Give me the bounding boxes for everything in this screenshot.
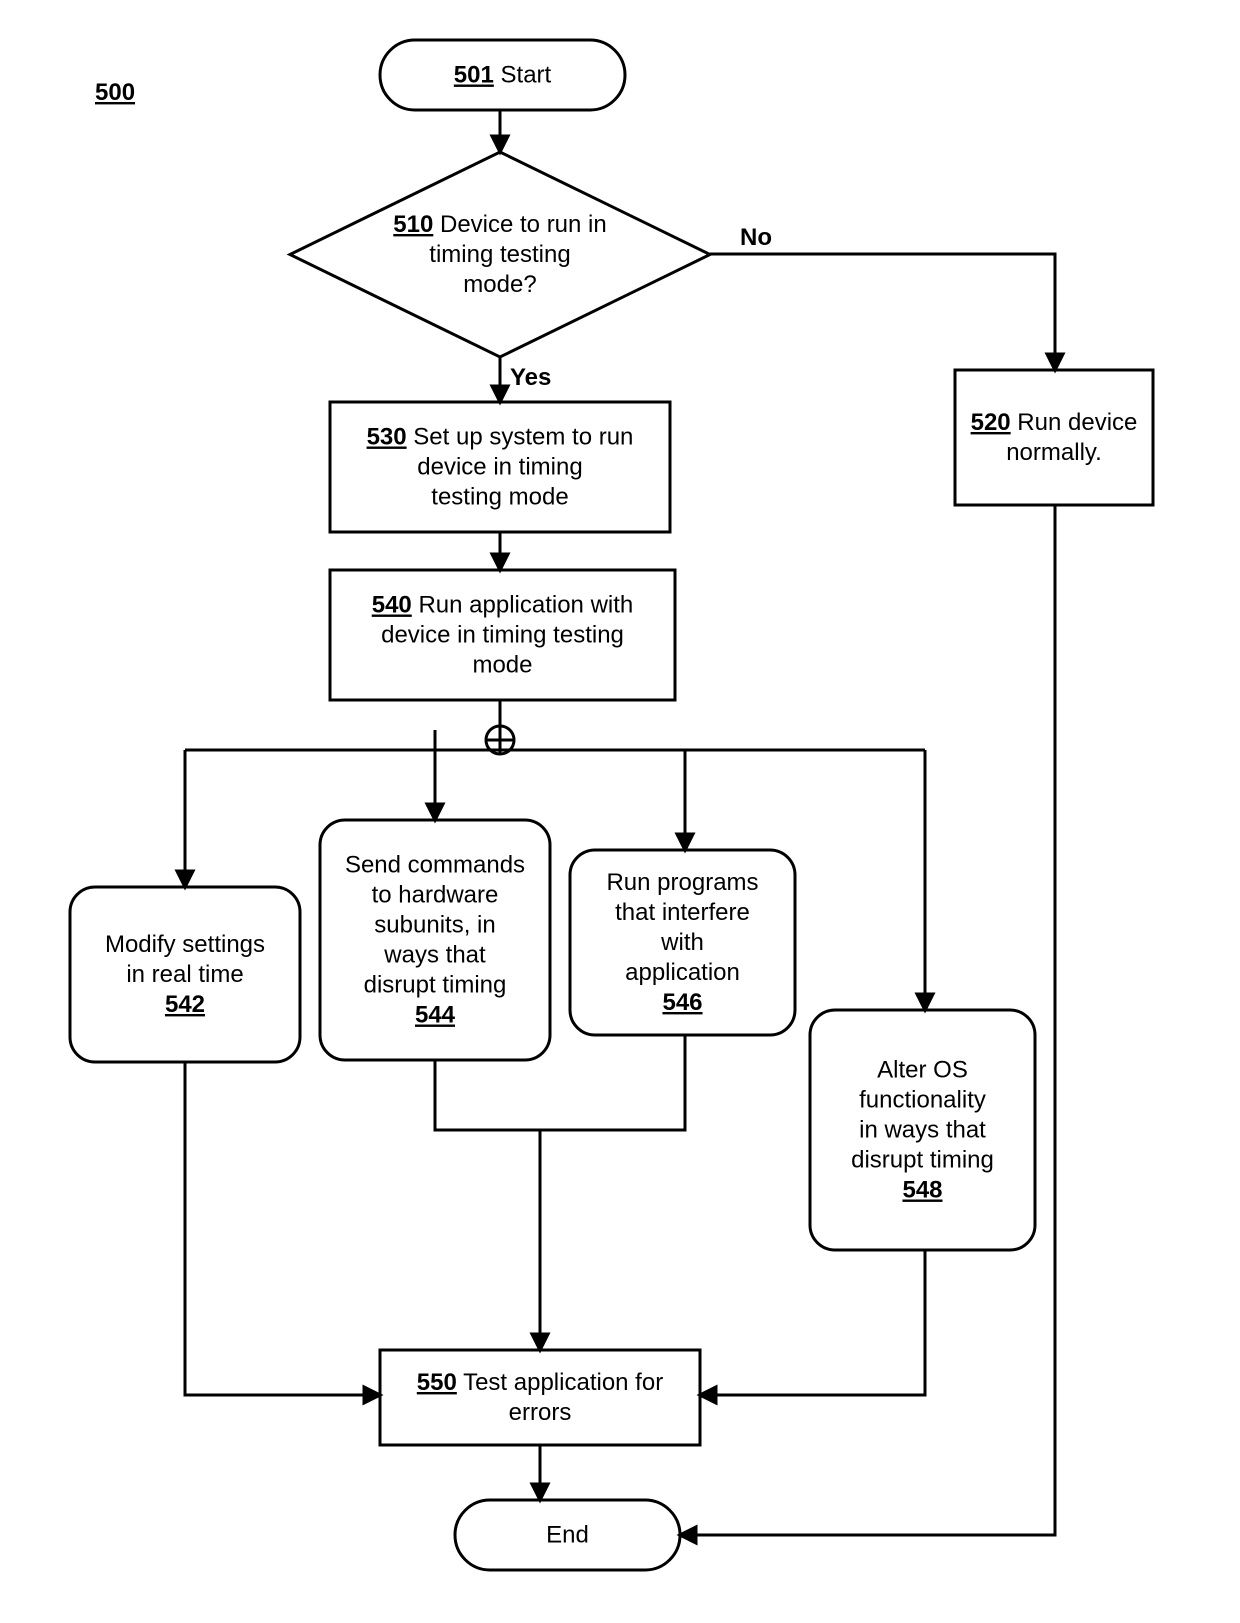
svg-text:ways that: ways that — [383, 942, 486, 969]
svg-text:application: application — [625, 959, 740, 986]
node-setup: 530 Set up system to run device in timing… — [330, 402, 670, 532]
svg-text:501 Start: 501 Start — [454, 62, 552, 89]
svg-text:to hardware: to hardware — [372, 882, 499, 909]
svg-text:normally.: normally. — [1006, 439, 1102, 466]
edge-alteros-testerr — [700, 1250, 925, 1395]
svg-text:542: 542 — [165, 991, 205, 1018]
edge-modify-testerr — [185, 1062, 380, 1395]
svg-text:Alter OS: Alter OS — [877, 1057, 968, 1084]
svg-text:530 Set up system to run: 530 Set up system to run — [367, 424, 634, 451]
svg-text:disrupt timing: disrupt timing — [364, 972, 507, 999]
svg-text:mode?: mode? — [463, 271, 536, 298]
svg-text:disrupt timing: disrupt timing — [851, 1147, 994, 1174]
svg-text:device in timing: device in timing — [417, 454, 582, 481]
svg-text:with: with — [660, 929, 704, 956]
svg-text:Run programs: Run programs — [606, 869, 758, 896]
svg-text:device in timing testing: device in timing testing — [381, 622, 624, 649]
node-sendcmd: Send commands to hardware subunits, in ways… — [320, 820, 550, 1060]
svg-text:in ways that: in ways that — [859, 1117, 986, 1144]
edge-label-no: No — [740, 224, 772, 251]
svg-text:in real time: in real time — [126, 961, 243, 988]
svg-text:Modify settings: Modify settings — [105, 931, 265, 958]
svg-text:errors: errors — [509, 1399, 572, 1426]
node-end: End — [455, 1500, 680, 1570]
svg-text:546: 546 — [662, 989, 702, 1016]
svg-text:mode: mode — [472, 652, 532, 679]
node-runprog: Run programs that interfere with applicatio… — [570, 850, 795, 1035]
svg-text:544: 544 — [415, 1002, 456, 1029]
svg-text:520 Run device: 520 Run device — [971, 409, 1138, 436]
svg-text:550 Test application for: 550 Test application for — [417, 1369, 663, 1396]
node-normal: 520 Run device normally. — [955, 370, 1153, 505]
edge-decision-normal — [710, 254, 1055, 370]
svg-text:Send commands: Send commands — [345, 852, 525, 879]
edge-runprog-merge — [540, 1035, 685, 1130]
node-decision: 510 Device to run in timing testing mode? — [290, 152, 710, 357]
edge-label-yes: Yes — [510, 364, 551, 391]
node-alteros: Alter OS functionality in ways that disrupt… — [810, 1010, 1035, 1250]
svg-text:548: 548 — [902, 1177, 942, 1204]
node-runapp: 540 Run application with device in timing… — [330, 570, 675, 700]
svg-text:subunits, in: subunits, in — [374, 912, 495, 939]
svg-text:functionality: functionality — [859, 1087, 986, 1114]
node-testerr: 550 Test application for errors — [380, 1350, 700, 1445]
svg-text:510 Device to run in: 510 Device to run in — [393, 211, 606, 238]
svg-text:End: End — [546, 1522, 589, 1549]
figure-number: 500 — [95, 79, 135, 106]
flowchart-diagram: 500 501 Start 510 Device to run in timing t… — [0, 0, 1240, 1623]
svg-text:testing mode: testing mode — [431, 484, 568, 511]
svg-text:540 Run application with: 540 Run application with — [372, 592, 634, 619]
node-modify: Modify settings in real time 542 — [70, 887, 300, 1062]
edge-sendcmd-merge — [435, 1060, 540, 1130]
svg-text:that interfere: that interfere — [615, 899, 750, 926]
svg-text:timing testing: timing testing — [429, 241, 570, 268]
node-start: 501 Start — [380, 40, 625, 110]
